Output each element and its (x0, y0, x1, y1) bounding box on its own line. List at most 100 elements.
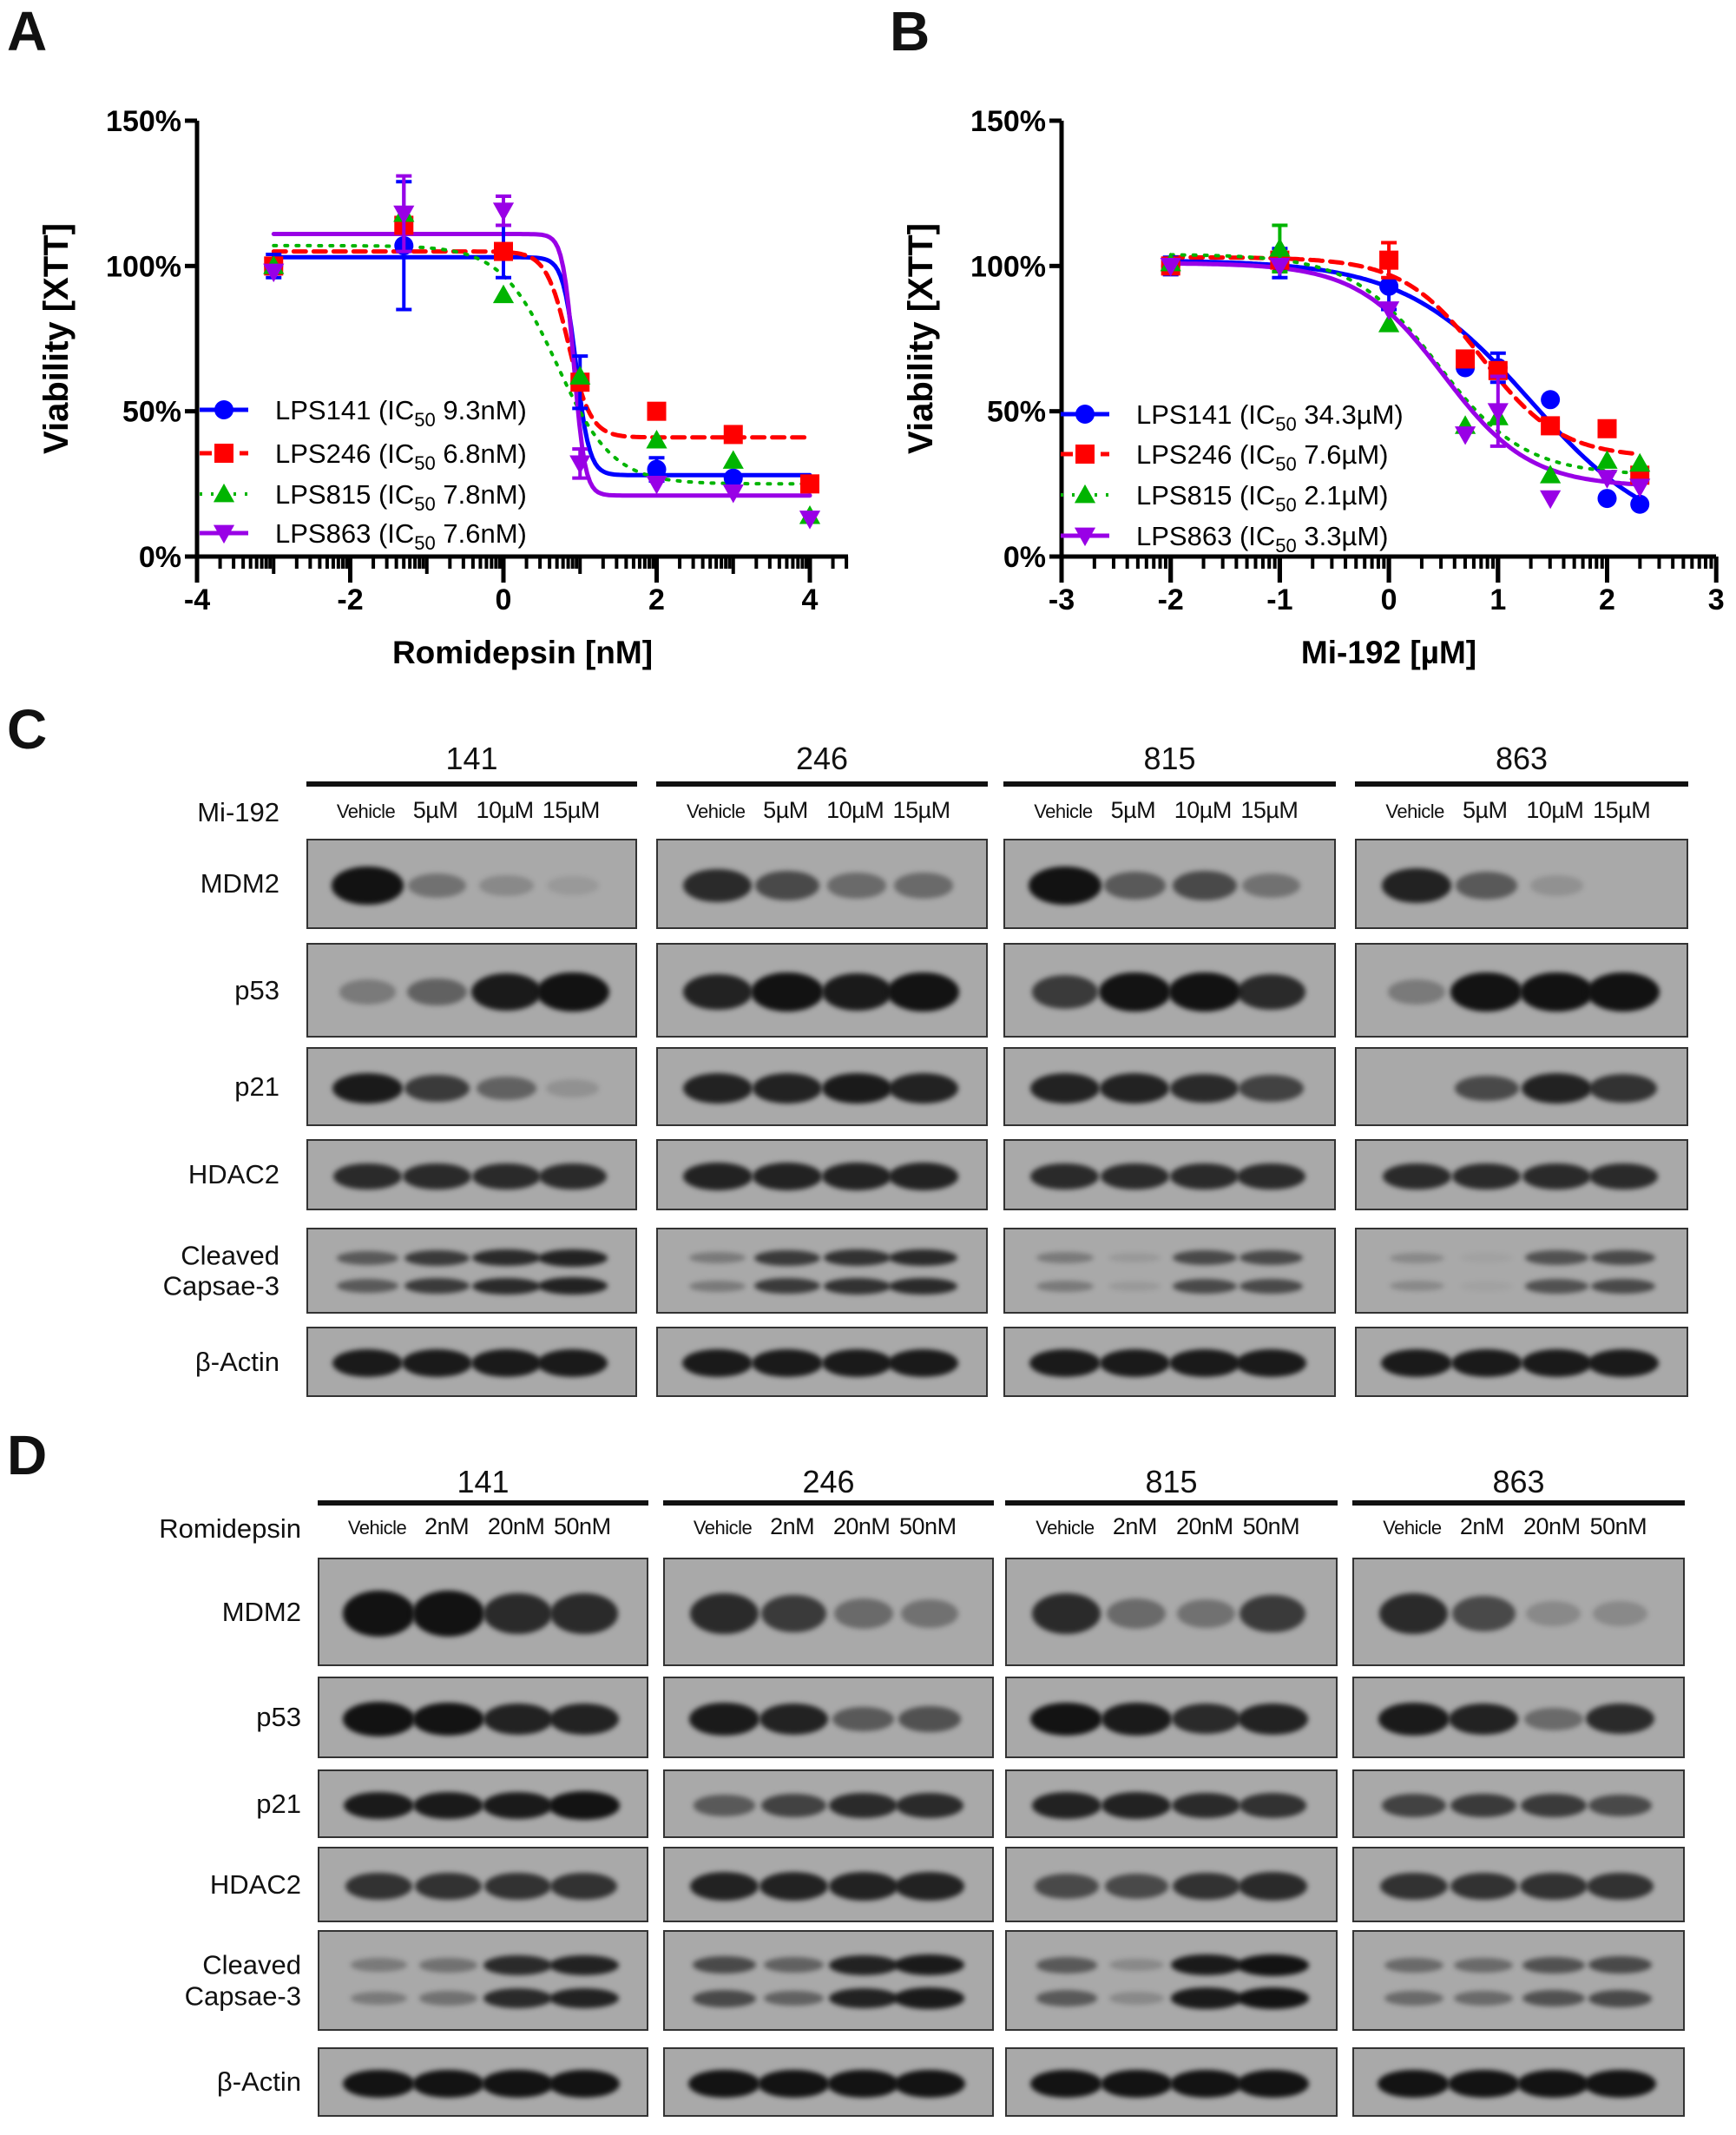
protein-band (536, 972, 609, 1012)
data-point-lps246 (647, 401, 667, 421)
lane-label: 20nM (1523, 1513, 1581, 1539)
legend-paren: ( (1232, 521, 1249, 551)
legend-paren: ) (1379, 439, 1388, 470)
panel-letter-a: A (7, 0, 48, 63)
blot-strip (1003, 1139, 1336, 1210)
lane-label: Vehicle (1036, 1517, 1095, 1539)
protein-band (1451, 1596, 1516, 1631)
protein-band (827, 873, 887, 899)
y-tick-label: 50% (987, 396, 1046, 429)
cell-line-bracket (306, 781, 637, 787)
panel-letter-c: C (7, 698, 48, 761)
y-axis-title: Viability [XTT] (37, 223, 76, 454)
protein-band (689, 1280, 746, 1293)
fit-curve-lps815 (1168, 253, 1642, 475)
protein-label: p53 (256, 1702, 301, 1733)
protein-band (1447, 2069, 1520, 2099)
blot-strip (663, 2047, 994, 2117)
protein-band (1588, 1956, 1653, 1974)
data-point-lps246 (800, 474, 819, 494)
protein-band (1029, 1349, 1101, 1378)
data-point-lps863 (1629, 478, 1651, 498)
protein-band (1382, 1163, 1451, 1190)
legend-space (436, 438, 444, 469)
lane-label: 15µM (1593, 797, 1651, 823)
blot-strip (663, 1558, 994, 1666)
legend-ic50-label: IC (1248, 399, 1275, 430)
protein-band (1591, 1278, 1656, 1294)
blot-strip (656, 1327, 988, 1397)
protein-band (549, 1593, 619, 1634)
legend-space (1297, 480, 1305, 511)
x-tick-label: 4 (802, 583, 819, 616)
data-point-lps863 (393, 205, 415, 225)
legend-entry-lps141: LPS141 (IC50 9.3nM) (275, 395, 527, 431)
panel-letter-d: D (7, 1424, 48, 1486)
legend-ic50-value: 7.6nM (443, 518, 517, 549)
x-tick-label: 2 (648, 583, 665, 616)
blot-strip (656, 1228, 988, 1314)
blot-strip (318, 1677, 648, 1758)
legend-paren: ) (518, 479, 527, 510)
protein-band (828, 1871, 898, 1901)
protein-band (887, 972, 959, 1011)
lane-label: Vehicle (336, 801, 396, 822)
data-point-lps863 (1160, 257, 1181, 277)
blot-strip (1355, 1047, 1688, 1126)
protein-band (1173, 1250, 1237, 1266)
protein-band (1239, 1250, 1304, 1266)
legend-series-name: LPS863 (1136, 521, 1232, 551)
data-point-lps246 (723, 425, 743, 445)
protein-band (1100, 1073, 1170, 1104)
protein-band (893, 2069, 966, 2099)
legend-ic50-label: IC (1248, 521, 1275, 551)
legend-entry-lps815: LPS815 (IC50 2.1µM) (1136, 480, 1388, 516)
protein-band (546, 875, 599, 896)
protein-band (483, 1791, 554, 1820)
lane-label: 2nM (770, 1513, 815, 1539)
legend-space (1297, 399, 1305, 430)
lane-label: 2nM (424, 1513, 470, 1539)
legend-marker-lps815 (1074, 484, 1096, 504)
legend-marker-lps863 (213, 524, 235, 544)
protein-band (403, 1163, 471, 1190)
lane-label: 5µM (412, 797, 458, 823)
legend-entry-lps141: LPS141 (IC50 34.3µM) (1136, 399, 1404, 435)
lane-label: 15µM (542, 797, 601, 823)
protein-band (404, 1278, 470, 1295)
protein-band (1598, 877, 1648, 894)
protein-band (483, 1988, 552, 2008)
protein-band (1238, 1872, 1307, 1901)
data-point-lps863 (799, 511, 821, 530)
protein-band (1452, 1163, 1522, 1190)
protein-band (823, 1249, 891, 1267)
protein-band (1461, 1253, 1513, 1262)
legend-ic50-value: 7.8nM (443, 479, 517, 510)
x-axis-title: Mi-192 [µM] (1301, 635, 1476, 670)
protein-band (764, 1957, 825, 1974)
legend-paren: ) (518, 395, 527, 425)
protein-band (1238, 1703, 1308, 1736)
data-point-lps815 (646, 430, 667, 449)
fit-curve-lps246 (271, 249, 812, 440)
x-tick-label: 1 (1489, 583, 1506, 616)
protein-band (1171, 1987, 1242, 2009)
protein-band (1588, 1163, 1658, 1190)
cell-line-bracket (318, 1500, 648, 1506)
legend-paren: ( (1232, 480, 1249, 511)
protein-band (828, 1954, 898, 1975)
lane-label: 20nM (487, 1513, 545, 1539)
protein-band (823, 1277, 891, 1295)
protein-band (1389, 1252, 1444, 1263)
legend-ic50-label: IC (387, 518, 414, 549)
y-tick-label: 50% (122, 396, 181, 429)
protein-band (402, 1349, 473, 1378)
protein-band (404, 1074, 470, 1103)
legend-ic50-label: IC (387, 395, 414, 425)
lane-label: Vehicle (1383, 1517, 1442, 1539)
protein-band (889, 1249, 957, 1267)
protein-band (1526, 1600, 1581, 1627)
legend-paren: ( (1232, 399, 1249, 430)
legend-ic50-value: 34.3µM (1304, 399, 1394, 430)
legend-ic50-label: IC (387, 479, 414, 510)
